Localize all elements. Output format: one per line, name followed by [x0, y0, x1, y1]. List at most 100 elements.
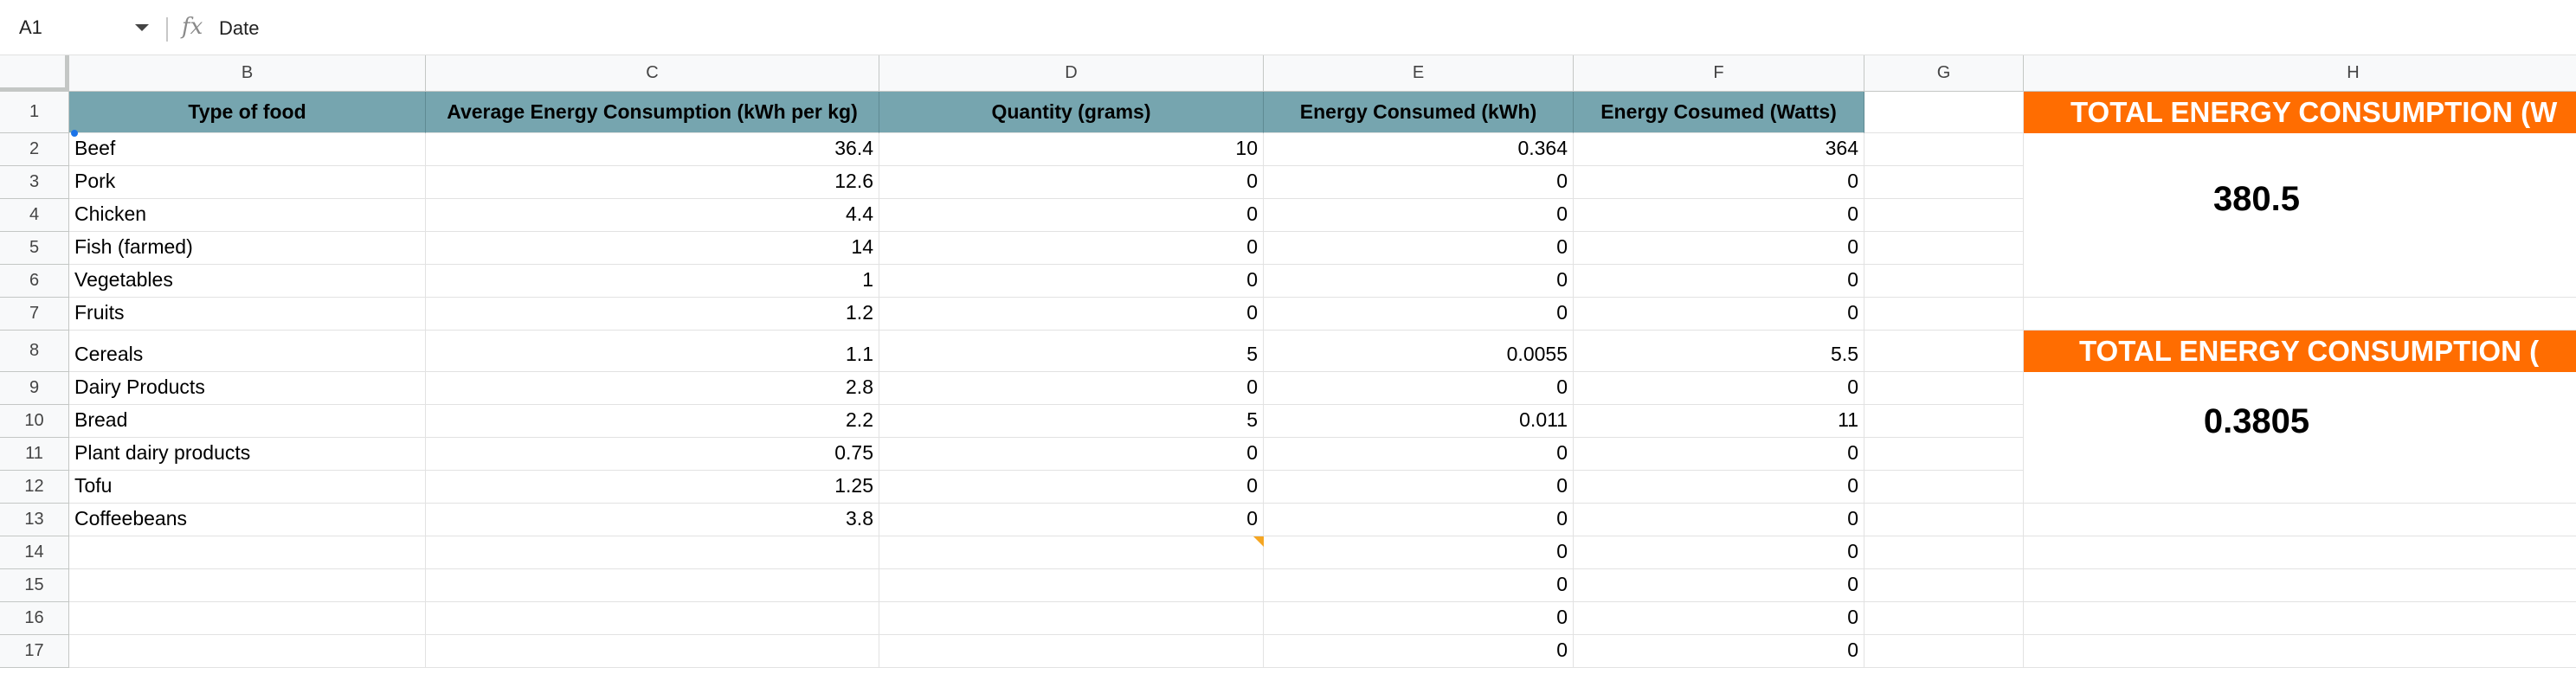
- row-header-13[interactable]: 13: [0, 504, 69, 536]
- empty-cell[interactable]: [1864, 166, 2024, 199]
- empty-cell[interactable]: [1864, 536, 2024, 569]
- table-cell[interactable]: 0: [1574, 265, 1864, 298]
- table-cell[interactable]: 36.4: [426, 133, 879, 166]
- table-header-cell[interactable]: Average Energy Consumption (kWh per kg): [426, 92, 879, 133]
- table-cell[interactable]: [426, 536, 879, 569]
- table-cell[interactable]: Coffeebeans: [69, 504, 426, 536]
- table-cell[interactable]: 0: [1574, 602, 1864, 635]
- table-cell[interactable]: 5: [879, 331, 1264, 372]
- table-cell[interactable]: 0.364: [1264, 133, 1574, 166]
- table-cell[interactable]: 0: [1264, 372, 1574, 405]
- table-cell[interactable]: 0: [1264, 298, 1574, 331]
- table-cell[interactable]: [426, 602, 879, 635]
- table-cell[interactable]: 0: [1574, 438, 1864, 471]
- table-cell[interactable]: Chicken: [69, 199, 426, 232]
- row-header-8[interactable]: 8: [0, 331, 69, 372]
- row-header-2[interactable]: 2: [0, 133, 69, 166]
- table-cell[interactable]: [69, 602, 426, 635]
- table-cell[interactable]: Cereals: [69, 331, 426, 372]
- comment-indicator-icon[interactable]: [1253, 536, 1264, 547]
- table-cell[interactable]: 0: [1574, 635, 1864, 668]
- table-cell[interactable]: 1.1: [426, 331, 879, 372]
- table-cell[interactable]: 0: [879, 471, 1264, 504]
- table-cell[interactable]: 10: [879, 133, 1264, 166]
- column-header-d[interactable]: D: [879, 55, 1264, 92]
- table-cell[interactable]: 0: [879, 166, 1264, 199]
- empty-cell[interactable]: [2024, 602, 2576, 635]
- table-cell[interactable]: Bread: [69, 405, 426, 438]
- table-cell[interactable]: 1.2: [426, 298, 879, 331]
- table-header-cell[interactable]: Energy Consumed (kWh): [1264, 92, 1574, 133]
- row-header-11[interactable]: 11: [0, 438, 69, 471]
- table-cell[interactable]: 0: [1264, 166, 1574, 199]
- table-cell[interactable]: 1: [426, 265, 879, 298]
- row-header-17[interactable]: 17: [0, 635, 69, 668]
- table-cell[interactable]: [879, 569, 1264, 602]
- column-header-b[interactable]: B: [69, 55, 426, 92]
- empty-cell[interactable]: [2024, 536, 2576, 569]
- table-cell[interactable]: [69, 569, 426, 602]
- column-header-c[interactable]: C: [426, 55, 879, 92]
- table-cell[interactable]: [426, 569, 879, 602]
- table-cell[interactable]: 0: [1574, 569, 1864, 602]
- empty-cell[interactable]: [1864, 471, 2024, 504]
- row-header-16[interactable]: 16: [0, 602, 69, 635]
- total-energy-kwh-title[interactable]: TOTAL ENERGY CONSUMPTION (: [2024, 331, 2576, 372]
- table-cell[interactable]: 12.6: [426, 166, 879, 199]
- table-cell[interactable]: 0: [1574, 504, 1864, 536]
- table-cell[interactable]: [879, 635, 1264, 668]
- column-header-e[interactable]: E: [1264, 55, 1574, 92]
- row-header-9[interactable]: 9: [0, 372, 69, 405]
- empty-cell[interactable]: [2024, 504, 2576, 536]
- table-cell[interactable]: 2.8: [426, 372, 879, 405]
- table-cell[interactable]: 0: [1264, 504, 1574, 536]
- empty-cell[interactable]: [1864, 504, 2024, 536]
- table-cell[interactable]: 0.75: [426, 438, 879, 471]
- table-cell[interactable]: 1.25: [426, 471, 879, 504]
- total-energy-watts-value[interactable]: 380.5: [2212, 179, 2301, 218]
- table-cell[interactable]: 0: [879, 265, 1264, 298]
- empty-cell[interactable]: [2024, 471, 2576, 504]
- total-energy-kwh-value[interactable]: 0.3805: [2203, 401, 2310, 440]
- table-cell[interactable]: 0: [1264, 232, 1574, 265]
- table-cell[interactable]: 0: [879, 298, 1264, 331]
- table-cell[interactable]: 14: [426, 232, 879, 265]
- select-all-corner[interactable]: [0, 55, 69, 92]
- empty-cell[interactable]: [1864, 405, 2024, 438]
- table-cell[interactable]: [69, 635, 426, 668]
- table-cell[interactable]: 3.8: [426, 504, 879, 536]
- table-cell[interactable]: 4.4: [426, 199, 879, 232]
- chevron-down-icon[interactable]: [135, 24, 149, 31]
- column-header-h[interactable]: H: [2024, 55, 2576, 92]
- row-header-3[interactable]: 3: [0, 166, 69, 199]
- table-cell[interactable]: 0: [1574, 298, 1864, 331]
- row-header-10[interactable]: 10: [0, 405, 69, 438]
- table-cell[interactable]: 364: [1574, 133, 1864, 166]
- table-cell[interactable]: 0: [1264, 471, 1574, 504]
- selection-handle-icon[interactable]: [71, 130, 78, 137]
- table-cell[interactable]: 0: [1574, 471, 1864, 504]
- table-header-cell[interactable]: Quantity (grams): [879, 92, 1264, 133]
- row-header-1[interactable]: 1: [0, 92, 69, 133]
- row-header-7[interactable]: 7: [0, 298, 69, 331]
- table-cell[interactable]: Dairy Products: [69, 372, 426, 405]
- table-cell[interactable]: [879, 602, 1264, 635]
- empty-cell[interactable]: [1864, 92, 2024, 133]
- row-header-15[interactable]: 15: [0, 569, 69, 602]
- table-cell[interactable]: [879, 536, 1264, 569]
- table-cell[interactable]: Pork: [69, 166, 426, 199]
- empty-cell[interactable]: [1864, 298, 2024, 331]
- empty-cell[interactable]: [2024, 635, 2576, 668]
- table-cell[interactable]: 2.2: [426, 405, 879, 438]
- row-header-12[interactable]: 12: [0, 471, 69, 504]
- empty-cell[interactable]: [1864, 602, 2024, 635]
- empty-cell[interactable]: [1864, 232, 2024, 265]
- table-cell[interactable]: 0: [1264, 635, 1574, 668]
- table-cell[interactable]: 0: [1574, 372, 1864, 405]
- table-cell[interactable]: 0.0055: [1264, 331, 1574, 372]
- empty-cell[interactable]: [2024, 298, 2576, 331]
- empty-cell[interactable]: [2024, 569, 2576, 602]
- column-header-f[interactable]: F: [1574, 55, 1864, 92]
- name-box[interactable]: A1: [19, 12, 149, 43]
- table-header-cell[interactable]: Type of food: [69, 92, 426, 133]
